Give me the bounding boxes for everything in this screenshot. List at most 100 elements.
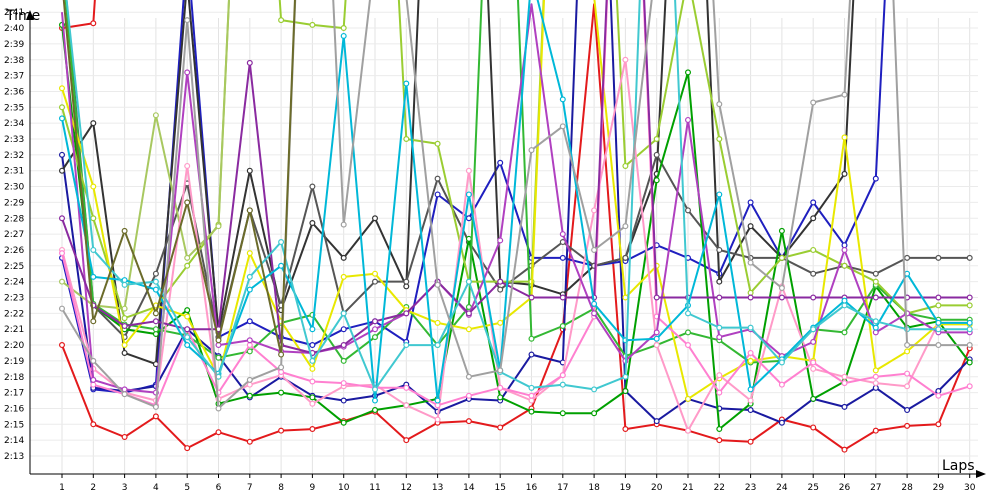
data-point <box>184 313 191 320</box>
y-tick-label: 2:36 <box>4 87 24 97</box>
data-point <box>434 416 441 423</box>
y-tick-label: 2:37 <box>4 72 24 82</box>
data-point <box>559 231 566 238</box>
series-line <box>61 0 886 394</box>
data-point <box>465 326 472 333</box>
data-point <box>403 437 410 444</box>
x-tick-label: 6 <box>216 483 222 493</box>
data-point <box>403 278 410 285</box>
data-point <box>966 302 973 309</box>
data-point <box>90 273 97 280</box>
data-point <box>841 134 848 141</box>
data-point <box>309 220 316 227</box>
data-point <box>559 410 566 417</box>
data-point <box>622 373 629 380</box>
y-tick-label: 2:28 <box>4 214 24 224</box>
x-tick-label: 18 <box>588 483 600 493</box>
data-point <box>966 383 973 390</box>
data-point <box>716 372 723 379</box>
data-point <box>58 104 65 111</box>
series-line <box>61 0 231 310</box>
data-point <box>465 235 472 242</box>
data-point <box>716 324 723 331</box>
x-axis-arrow-icon <box>976 470 986 478</box>
y-tick-label: 2:34 <box>4 119 24 129</box>
data-point <box>653 335 660 342</box>
data-point <box>403 384 410 391</box>
data-point <box>747 259 754 266</box>
y-axis-title: Time <box>5 8 40 24</box>
x-tick-label: 13 <box>432 483 443 493</box>
data-point <box>58 215 65 222</box>
data-point <box>152 318 159 325</box>
data-point <box>841 262 848 269</box>
data-point <box>684 116 691 123</box>
series-19 <box>62 0 296 358</box>
x-tick-label: 26 <box>839 483 851 493</box>
data-point <box>246 438 253 445</box>
data-point <box>403 283 410 290</box>
data-point <box>904 407 911 414</box>
data-point <box>528 335 535 342</box>
y-tick-label: 2:20 <box>4 341 24 351</box>
data-point <box>872 318 879 325</box>
series-18 <box>58 0 973 412</box>
data-point <box>309 326 316 333</box>
data-point <box>904 342 911 349</box>
data-point <box>872 427 879 434</box>
data-point <box>372 334 379 341</box>
data-point <box>747 294 754 301</box>
data-point <box>528 351 535 358</box>
data-point <box>372 386 379 393</box>
data-point <box>528 397 535 404</box>
data-point <box>372 397 379 404</box>
data-point <box>434 402 441 409</box>
y-tick-label: 2:42 <box>4 0 24 2</box>
data-point <box>309 426 316 433</box>
data-point <box>841 380 848 387</box>
data-point <box>653 151 660 158</box>
data-point <box>747 199 754 206</box>
data-point <box>340 357 347 364</box>
data-point <box>497 286 504 293</box>
data-point <box>622 294 629 301</box>
x-axis-title: Laps <box>942 458 975 474</box>
data-point <box>246 286 253 293</box>
series-line <box>61 3 970 394</box>
series-line <box>61 3 971 451</box>
data-point <box>497 237 504 244</box>
data-point <box>841 329 848 336</box>
x-tick-label: 2 <box>90 483 96 493</box>
data-point <box>184 254 191 261</box>
data-point <box>246 273 253 280</box>
data-point <box>778 284 785 291</box>
data-point <box>215 354 222 361</box>
data-point <box>121 342 128 349</box>
data-point <box>372 270 379 277</box>
data-point <box>340 342 347 349</box>
data-point <box>747 349 754 356</box>
data-point <box>121 227 128 234</box>
data-point <box>935 319 942 326</box>
series-line <box>65 0 970 391</box>
data-point <box>904 383 911 390</box>
y-tick-label: 2:38 <box>4 56 24 66</box>
data-point <box>684 427 691 434</box>
data-point <box>278 239 285 246</box>
data-point <box>403 402 410 409</box>
x-tick-label: 12 <box>401 483 412 493</box>
data-point <box>372 318 379 325</box>
data-point <box>747 438 754 445</box>
y-tick-label: 2:35 <box>4 103 24 113</box>
y-tick-label: 2:22 <box>4 309 24 319</box>
data-point <box>434 191 441 198</box>
data-point <box>872 294 879 301</box>
data-point <box>90 246 97 253</box>
data-point <box>90 357 97 364</box>
y-tick-label: 2:41 <box>4 8 24 18</box>
data-point <box>215 223 222 230</box>
data-point <box>152 112 159 119</box>
data-point <box>121 349 128 356</box>
data-point <box>246 342 253 349</box>
data-point <box>653 177 660 184</box>
